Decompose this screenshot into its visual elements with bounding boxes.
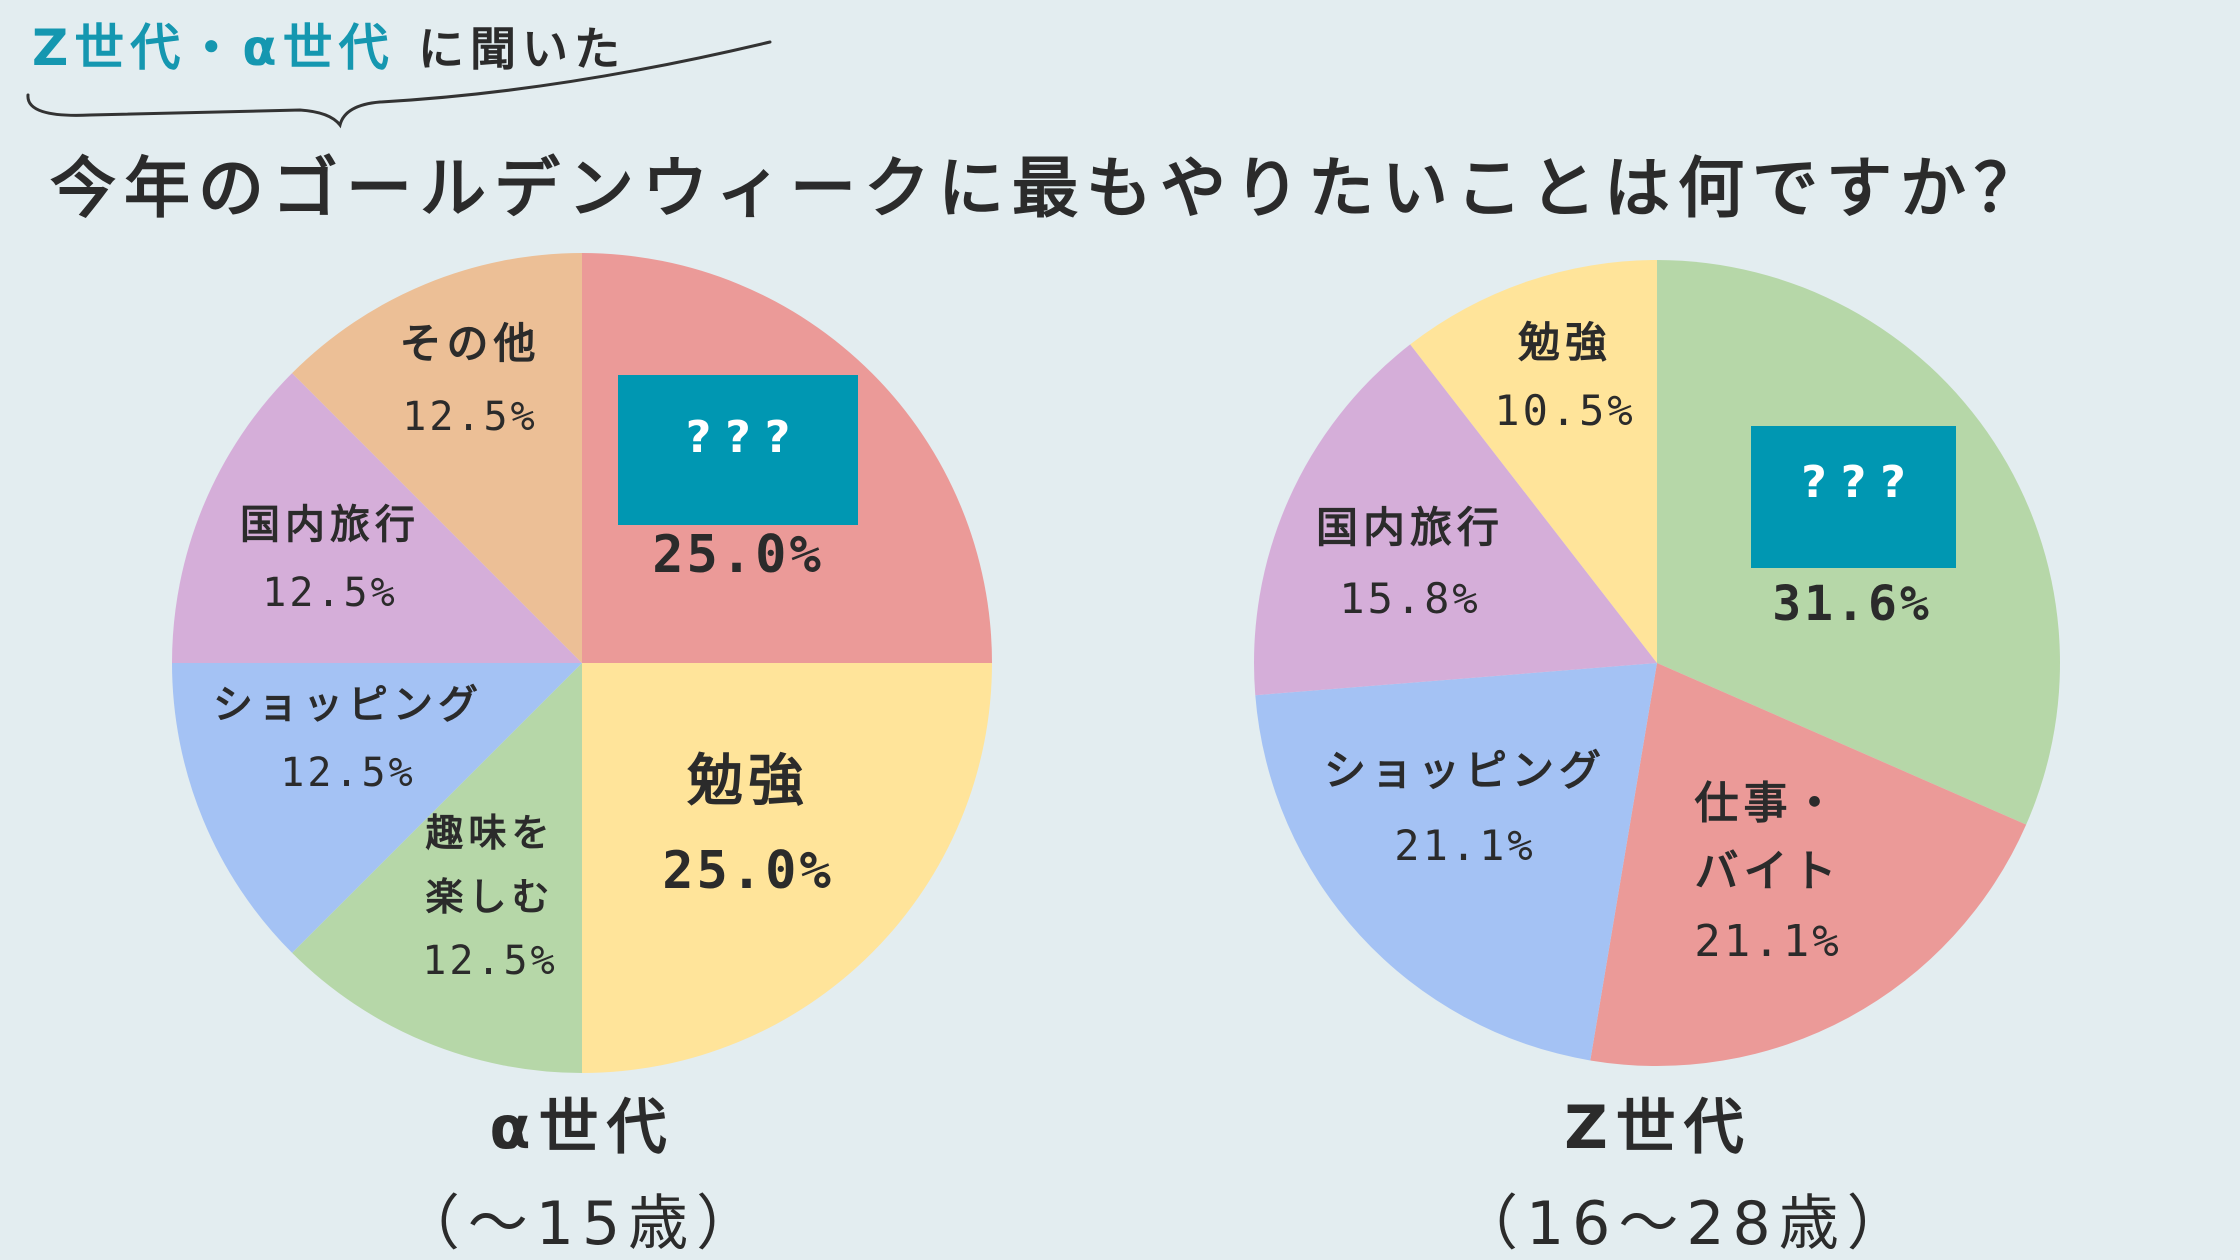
pie-z-label-1: 仕事・バイト 21.1% <box>1694 778 1842 967</box>
eyebrow-rest: に聞いた <box>418 22 627 76</box>
pie-caption-alpha-main: α世代 <box>489 1093 675 1163</box>
pie-z-value-2: 21.1% <box>1394 821 1535 870</box>
pie-z-mystery-label: ??? <box>1801 457 1920 508</box>
pie-caption-alpha-sub: （〜15歳） <box>399 1189 765 1259</box>
pie-alpha-label-text-4-0: 国内旅行 <box>240 502 420 548</box>
pie-alpha-value-1: 25.0% <box>662 841 834 901</box>
pie-alpha-value-5: 12.5% <box>402 394 537 440</box>
pie-chart-z: ??? 31.6% 仕事・バイト 21.1% ショッピング 21.1% 国内旅行 15.8% 勉… <box>1253 260 2060 1067</box>
pie-alpha-mystery-label: ??? <box>686 412 805 463</box>
pie-z-slice-4 <box>1410 260 1657 663</box>
pie-alpha-slice-2 <box>292 663 582 1073</box>
eyebrow-highlight: Z世代・α世代 <box>32 19 395 77</box>
eyebrow: Z世代・α世代 に聞いた <box>32 8 626 80</box>
pie-alpha-label-text-1-0: 勉強 <box>687 749 809 814</box>
pie-z-label-text-1-1: バイト <box>1695 846 1842 897</box>
pie-alpha-label-5: その他 12.5% <box>399 319 540 440</box>
pie-z-label-text-3-0: 国内旅行 <box>1316 503 1504 552</box>
pie-z-slice-1 <box>1590 663 2027 1067</box>
pie-alpha-label-text-2-0: 趣味を <box>425 811 554 855</box>
pie-caption-alpha: α世代 （〜15歳） <box>382 1080 782 1260</box>
pie-z-value-1: 21.1% <box>1694 916 1841 967</box>
pie-alpha-label-0: ??? 25.0% <box>618 375 858 585</box>
pie-caption-z: Z世代 （16〜28歳） <box>1458 1080 1915 1260</box>
pie-z-label-0: ??? 31.6% <box>1751 426 1956 632</box>
pie-z-value-0: 31.6% <box>1772 576 1932 632</box>
pie-alpha-value-3: 12.5% <box>280 750 415 796</box>
pie-alpha-label-1: 勉強 25.0% <box>662 749 834 901</box>
pie-z-value-3: 15.8% <box>1339 574 1480 623</box>
pie-z-mystery-box <box>1751 426 1956 568</box>
pie-z-label-text-4-0: 勉強 <box>1518 318 1612 367</box>
pie-z-label-3: 国内旅行 15.8% <box>1316 503 1504 623</box>
pie-alpha-slice-1 <box>582 663 992 1073</box>
pie-alpha-label-3: ショッピング 12.5% <box>213 682 483 796</box>
pie-z-label-text-1-0: 仕事・ <box>1695 778 1842 829</box>
speech-underline <box>26 40 772 129</box>
pie-caption-z-main: Z世代 <box>1564 1093 1752 1163</box>
pie-alpha-label-text-2-1: 楽しむ <box>425 875 554 919</box>
pie-alpha-slice-5 <box>292 253 582 663</box>
pie-alpha-label-text-3-0: ショッピング <box>213 682 483 728</box>
pie-caption-z-sub: （16〜28歳） <box>1458 1189 1915 1259</box>
pie-chart-alpha: ???25.0%勉強25.0%趣味を楽しむ12.5%ショッピング12.5%国内旅… <box>172 253 992 1073</box>
pie-alpha-mystery-box <box>618 375 858 525</box>
pie-z-label-text-2-0: ショッピング <box>1324 746 1606 795</box>
pie-alpha-label-text-5-0: その他 <box>399 319 540 368</box>
pie-z-slice-2 <box>1255 663 1657 1061</box>
pie-alpha-slice-4 <box>172 373 582 663</box>
pie-alpha-value-2: 12.5% <box>422 938 557 984</box>
pie-z-value-4: 10.5% <box>1494 386 1635 435</box>
pie-alpha-slice-3 <box>172 663 582 953</box>
pie-alpha-value-4: 12.5% <box>262 570 397 616</box>
page-title: 今年のゴールデンウィークに最もやりたいことは何ですか？ <box>50 150 2048 227</box>
pie-z-label-2: ショッピング 21.1% <box>1324 746 1606 870</box>
pie-z-slice-3 <box>1253 344 1657 696</box>
pie-z-label-4: 勉強 10.5% <box>1494 318 1635 435</box>
pie-alpha-label-4: 国内旅行 12.5% <box>240 502 420 616</box>
pie-alpha-value-0: 25.0% <box>652 525 824 585</box>
